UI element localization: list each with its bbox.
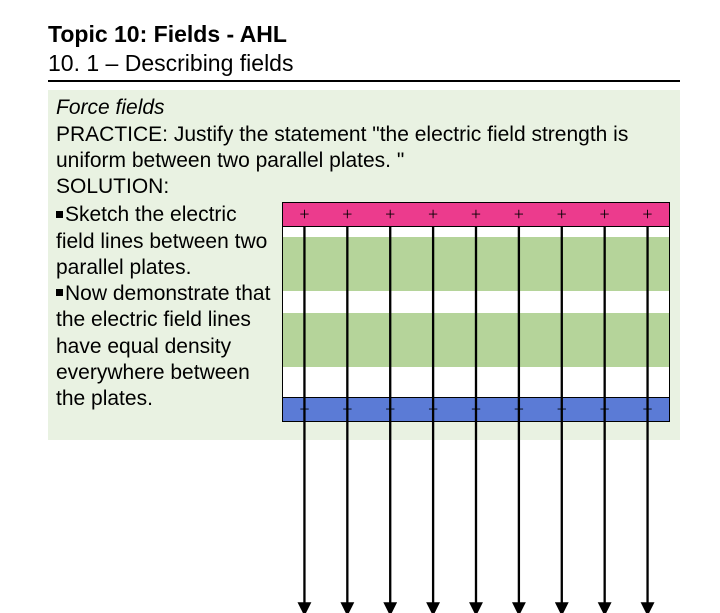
diagram-column: +++++++++ −−−−−−−−− xyxy=(282,202,670,422)
bullet-column: Sketch the electric field lines between … xyxy=(56,202,274,422)
negative-charge-icon: − xyxy=(628,399,667,420)
bullet-1-text: Sketch the electric field lines between … xyxy=(56,203,267,279)
negative-charge-icon: − xyxy=(328,399,367,420)
negative-charge-icon: − xyxy=(371,399,410,420)
two-column: Sketch the electric field lines between … xyxy=(56,202,670,422)
negative-charge-icon: − xyxy=(457,399,496,420)
negative-charge-icon: − xyxy=(285,399,324,420)
title-underline xyxy=(48,80,680,82)
highlight-band-1 xyxy=(283,237,669,291)
title-line-1: Topic 10: Fields - AHL xyxy=(48,20,680,49)
title-line-2: 10. 1 – Describing fields xyxy=(48,49,680,78)
title-block: Topic 10: Fields - AHL 10. 1 – Describin… xyxy=(48,20,680,82)
positive-charge-icon: + xyxy=(500,204,539,225)
negative-charge-icon: − xyxy=(542,399,581,420)
subtitle: Force fields xyxy=(56,96,670,120)
negative-charge-icon: − xyxy=(585,399,624,420)
positive-charge-icon: + xyxy=(457,204,496,225)
practice-text: PRACTICE: Justify the statement "the ele… xyxy=(56,122,670,175)
positive-charge-icon: + xyxy=(328,204,367,225)
parallel-plates-diagram: +++++++++ −−−−−−−−− xyxy=(282,202,670,422)
solution-label: SOLUTION: xyxy=(56,174,670,200)
bullet-1: Sketch the electric field lines between … xyxy=(56,202,274,281)
bullet-icon xyxy=(56,211,63,218)
positive-charge-icon: + xyxy=(371,204,410,225)
positive-charge-icon: + xyxy=(585,204,624,225)
negative-charge-icon: − xyxy=(500,399,539,420)
highlight-band-2 xyxy=(283,313,669,367)
positive-charge-icon: + xyxy=(628,204,667,225)
bottom-plate: −−−−−−−−− xyxy=(283,397,669,421)
bullet-icon xyxy=(56,289,63,296)
bullet-2-text: Now demonstrate that the electric field … xyxy=(56,282,270,410)
negative-charge-icon: − xyxy=(414,399,453,420)
positive-charge-icon: + xyxy=(414,204,453,225)
top-plate: +++++++++ xyxy=(283,203,669,227)
positive-charge-icon: + xyxy=(285,204,324,225)
content-panel: Force fields PRACTICE: Justify the state… xyxy=(48,90,680,440)
slide: Topic 10: Fields - AHL 10. 1 – Describin… xyxy=(0,0,720,440)
bullet-2: Now demonstrate that the electric field … xyxy=(56,281,274,412)
positive-charge-icon: + xyxy=(542,204,581,225)
